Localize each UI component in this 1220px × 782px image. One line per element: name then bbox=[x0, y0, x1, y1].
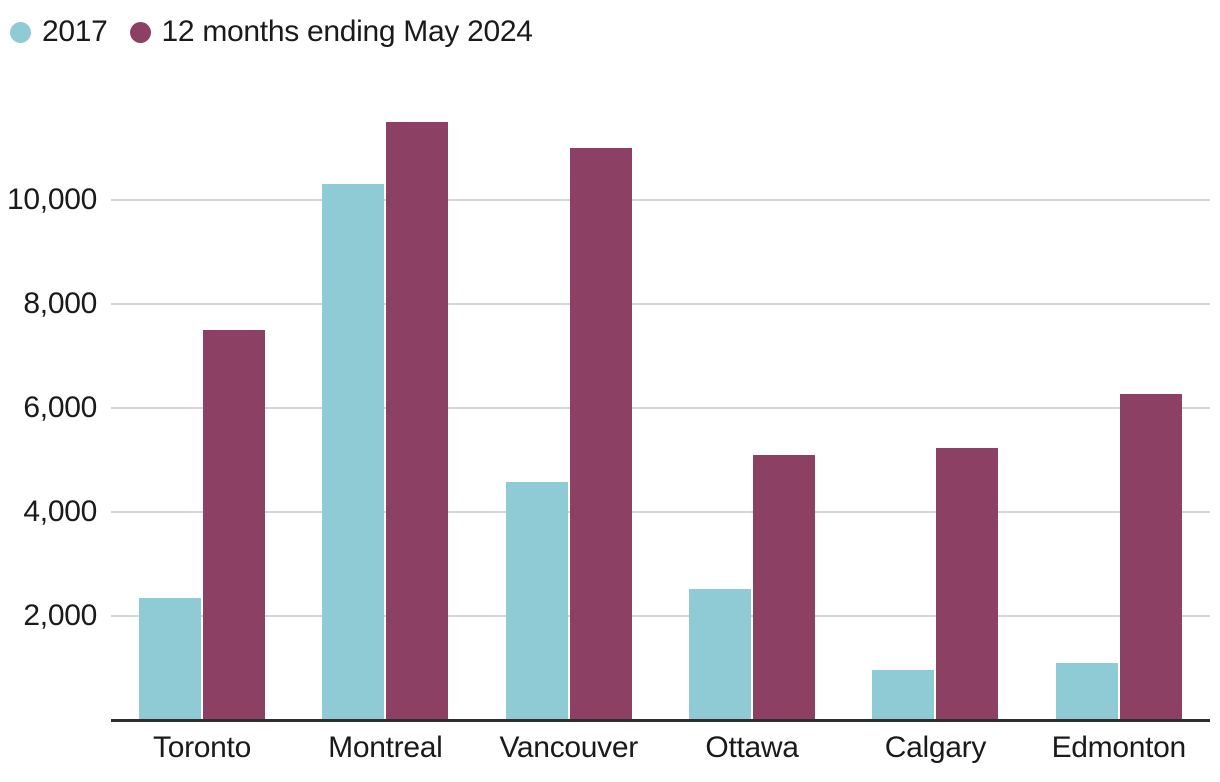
gridline-4,000 bbox=[111, 511, 1210, 513]
bar-edmonton-may-2024 bbox=[1119, 393, 1182, 720]
legend-item-2017: 2017 bbox=[10, 15, 108, 49]
y-tick-label: 10,000 bbox=[7, 183, 97, 216]
bar-calgary-2017 bbox=[872, 670, 935, 720]
bar-montreal-may-2024 bbox=[386, 122, 449, 720]
legend-dot-2017-icon bbox=[10, 21, 31, 43]
bar-toronto-may-2024 bbox=[203, 330, 265, 720]
gridline-2,000 bbox=[111, 615, 1210, 617]
gridline-10,000 bbox=[111, 199, 1210, 201]
bar-toronto-2017 bbox=[139, 597, 201, 720]
x-tick-label-calgary: Calgary bbox=[884, 731, 987, 764]
y-tick-label: 8,000 bbox=[23, 287, 97, 320]
y-tick-label: 6,000 bbox=[23, 391, 97, 424]
legend-item-may-2024: 12 months ending May 2024 bbox=[129, 15, 533, 49]
bar-vancouver-may-2024 bbox=[569, 148, 632, 720]
bar-ottawa-2017 bbox=[689, 589, 752, 720]
x-tick-label-montreal: Montreal bbox=[328, 731, 443, 764]
x-tick-label-toronto: Toronto bbox=[153, 731, 251, 764]
bar-montreal-2017 bbox=[322, 184, 385, 720]
gridline-8,000 bbox=[111, 303, 1210, 305]
x-axis-line bbox=[111, 719, 1210, 722]
legend-dot-may-2024-icon bbox=[129, 21, 151, 43]
bar-vancouver-2017 bbox=[505, 481, 568, 720]
x-tick-label-edmonton: Edmonton bbox=[1051, 731, 1187, 764]
chart-legend: 2017 12 months ending May 2024 bbox=[10, 15, 533, 49]
bar-calgary-may-2024 bbox=[936, 448, 999, 720]
legend-label-2017: 2017 bbox=[42, 15, 108, 48]
y-tick-label: 2,000 bbox=[23, 599, 97, 632]
y-tick-label: 4,000 bbox=[23, 495, 97, 528]
bar-edmonton-2017 bbox=[1055, 663, 1118, 720]
legend-label-may-2024: 12 months ending May 2024 bbox=[161, 15, 533, 48]
x-tick-label-ottawa: Ottawa bbox=[705, 731, 799, 764]
x-tick-label-vancouver: Vancouver bbox=[499, 731, 638, 764]
bar-ottawa-may-2024 bbox=[753, 454, 816, 720]
gridline-6,000 bbox=[111, 407, 1210, 409]
